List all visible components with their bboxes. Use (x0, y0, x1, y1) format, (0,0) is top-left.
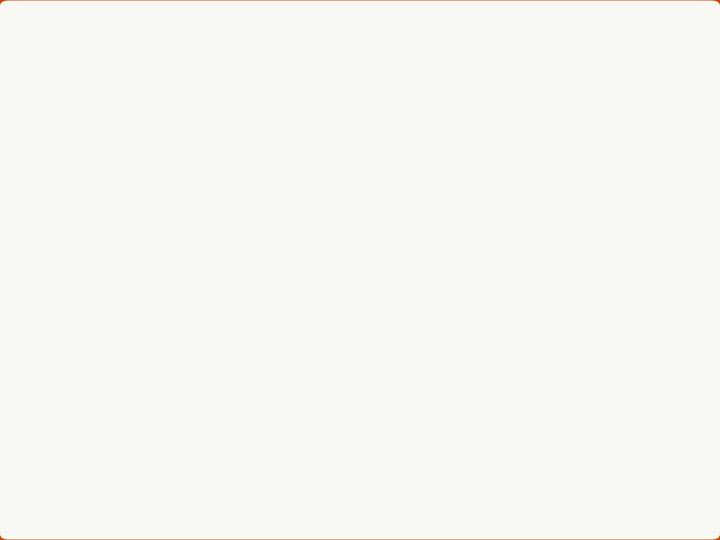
Text: •: • (40, 112, 50, 131)
Text: $r = \dfrac{\mathbf{w}^T\mathbf{x}_i + b}{\|\mathbf{w}\|}$: $r = \dfrac{\mathbf{w}^T\mathbf{x}_i + b… (457, 99, 544, 141)
Text: to the separator is: to the separator is (182, 114, 329, 129)
Text: Classification Margin: Classification Margin (217, 55, 503, 80)
Text: $\rho$: $\rho$ (419, 264, 433, 282)
Text: of the separator is the distance between support vectors.: of the separator is the distance between… (128, 186, 575, 200)
Text: $\mathbf{x}_i$: $\mathbf{x}_i$ (168, 113, 183, 130)
Text: support vectors: support vectors (284, 151, 418, 165)
Text: University of Texas at Austin: University of Texas at Austin (29, 525, 168, 535)
Text: Examples closest to the hyperplane are: Examples closest to the hyperplane are (61, 151, 371, 165)
Text: •: • (40, 148, 50, 167)
Text: $r$: $r$ (340, 332, 350, 350)
Text: $\rho$: $\rho$ (114, 185, 131, 201)
Text: •: • (40, 184, 50, 202)
Text: .: . (367, 151, 372, 165)
Text: Distance from example: Distance from example (61, 114, 244, 129)
Text: Machine Learning Group: Machine Learning Group (582, 11, 702, 22)
Text: 4: 4 (691, 525, 698, 535)
Text: $\mathit{Margin}$: $\mathit{Margin}$ (61, 184, 114, 203)
